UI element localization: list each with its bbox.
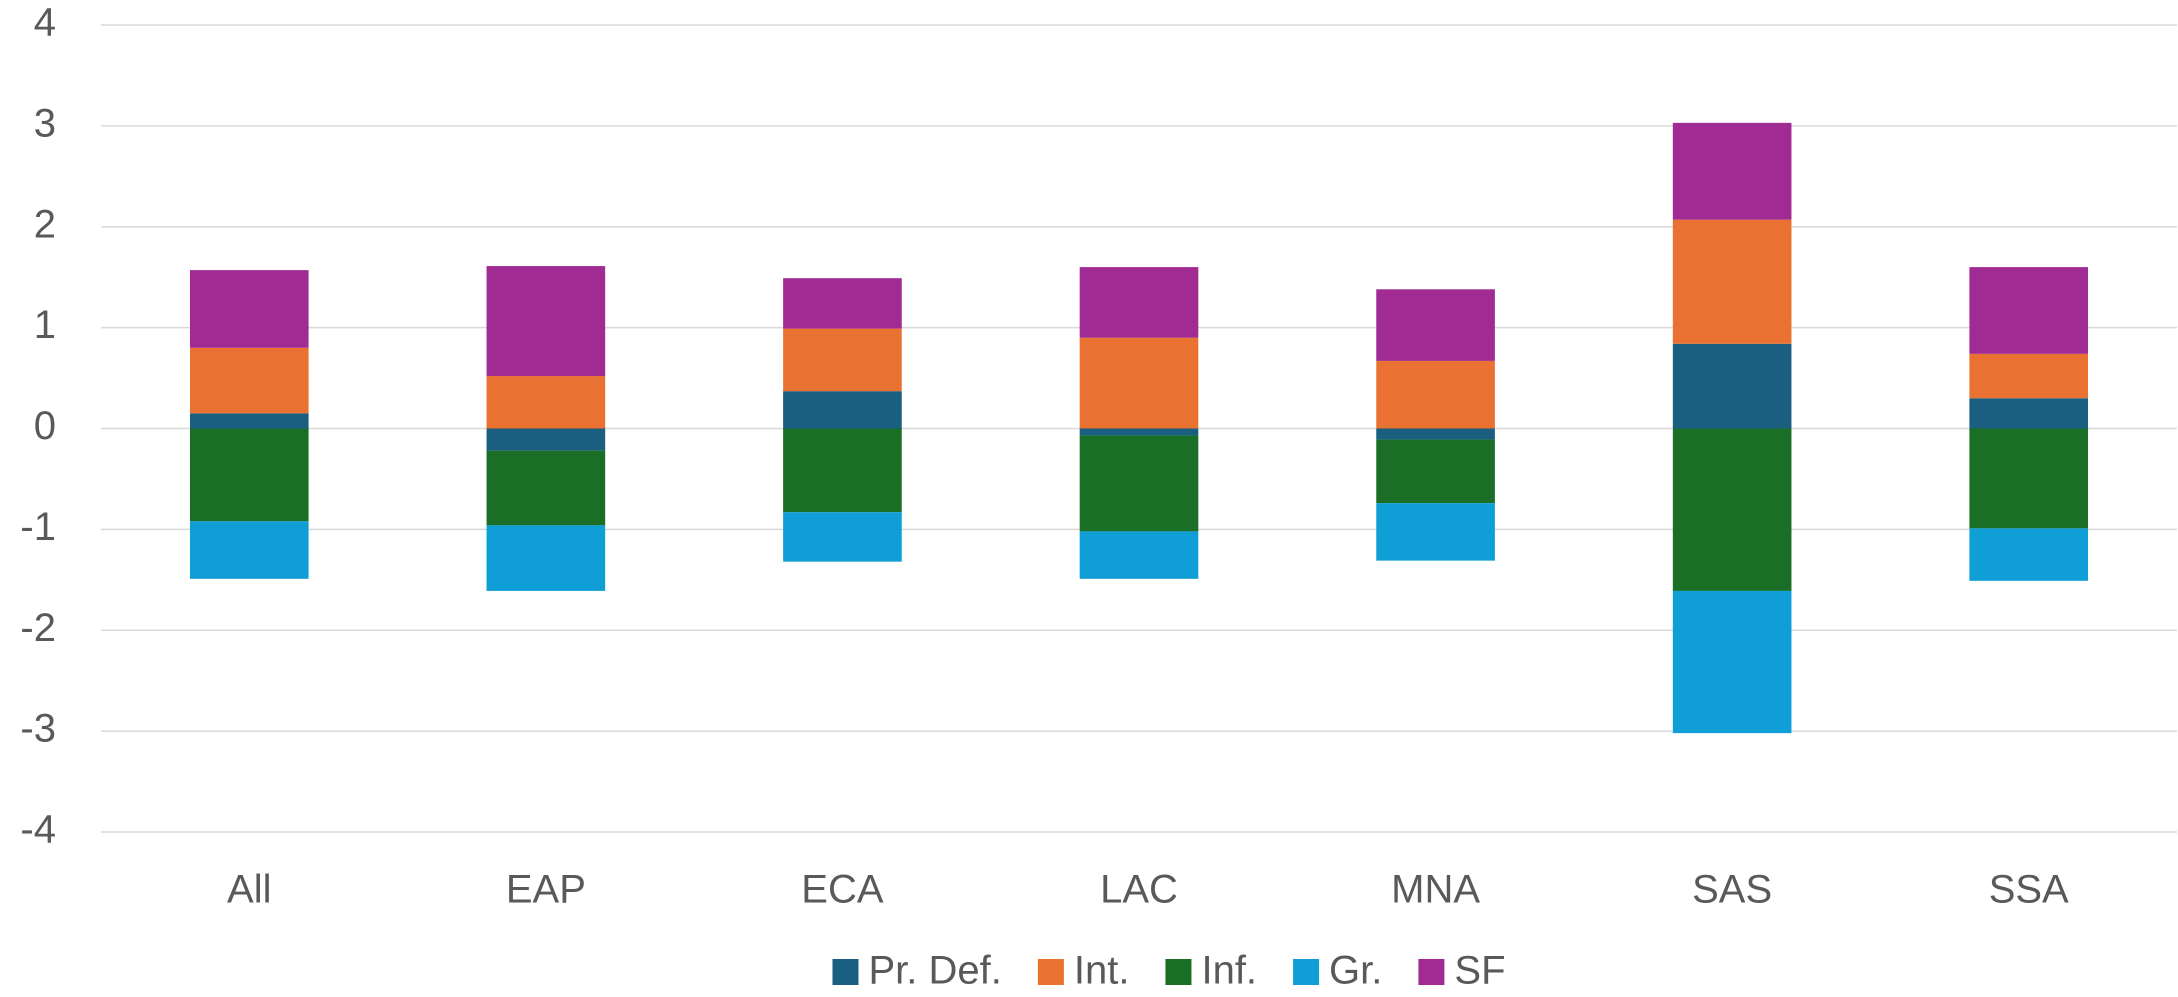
- bar-segment: [1672, 343, 1792, 429]
- y-tick-label: 4: [34, 1, 56, 45]
- legend-swatch: [1293, 959, 1320, 985]
- x-tick-label: All: [227, 868, 271, 912]
- bar-segment: [189, 270, 309, 348]
- x-tick-label: SSA: [1989, 868, 2069, 912]
- bar-segment: [1672, 219, 1792, 344]
- bar-segment: [1376, 360, 1495, 429]
- bar-segment: [783, 278, 902, 329]
- bar-segment: [1376, 428, 1495, 440]
- bar-segment: [1079, 337, 1199, 429]
- y-tick-label: -2: [20, 606, 56, 650]
- y-tick-label: -4: [20, 808, 56, 852]
- bar-segment: [1079, 531, 1199, 579]
- y-tick-label: 0: [34, 404, 56, 448]
- bar-segment: [1079, 267, 1199, 338]
- bar-segment: [189, 413, 309, 429]
- bar-segment: [486, 428, 606, 451]
- x-tick-label: LAC: [1100, 868, 1178, 912]
- y-tick-label: 2: [34, 202, 56, 246]
- bar-segment: [189, 428, 309, 522]
- legend: Pr. Def. Int. Inf. Gr. SF: [832, 949, 1506, 993]
- bar-segment: [783, 391, 902, 429]
- bar-segment: [1969, 528, 2089, 581]
- bar-segment: [1079, 428, 1199, 436]
- bar-segment: [486, 450, 606, 526]
- legend-label: Int.: [1074, 949, 1130, 992]
- x-tick-label: SAS: [1692, 868, 1772, 912]
- legend-label: Inf.: [1201, 949, 1257, 992]
- bar-segment: [1079, 435, 1199, 532]
- y-tick-label: -3: [20, 707, 56, 751]
- bar-segment: [486, 266, 606, 377]
- bar-segment: [1969, 267, 2089, 354]
- legend-label: Gr.: [1329, 949, 1382, 992]
- bar-segment: [486, 376, 606, 429]
- y-tick-label: 1: [34, 303, 56, 347]
- bar-segment: [1969, 353, 2089, 399]
- bar-segment: [189, 521, 309, 579]
- legend-swatch: [1037, 959, 1064, 985]
- bar-segment: [783, 428, 902, 513]
- y-tick-label: -1: [20, 505, 56, 549]
- bar-segment: [1969, 398, 2089, 429]
- bar-segment: [1376, 503, 1495, 561]
- bar-segment: [783, 512, 902, 562]
- legend-swatch: [1418, 959, 1445, 985]
- bar-segment: [189, 347, 309, 414]
- x-tick-label: ECA: [801, 868, 884, 912]
- bar-segment: [1969, 428, 2089, 529]
- bar-segment: [1672, 590, 1792, 734]
- legend-label: Pr. Def.: [868, 949, 1001, 992]
- x-tick-label: MNA: [1391, 868, 1480, 912]
- bar-segment: [1672, 122, 1792, 220]
- bar-segment: [1376, 289, 1495, 361]
- legend-label: SF: [1454, 949, 1505, 992]
- bar-segment: [1672, 428, 1792, 591]
- legend-swatch: [832, 959, 859, 985]
- bar-segment: [486, 525, 606, 591]
- y-tick-label: 3: [34, 101, 56, 145]
- legend-swatch: [1165, 959, 1192, 985]
- bar-segment: [1376, 439, 1495, 504]
- bar-segment: [783, 328, 902, 392]
- x-tick-label: EAP: [506, 868, 586, 912]
